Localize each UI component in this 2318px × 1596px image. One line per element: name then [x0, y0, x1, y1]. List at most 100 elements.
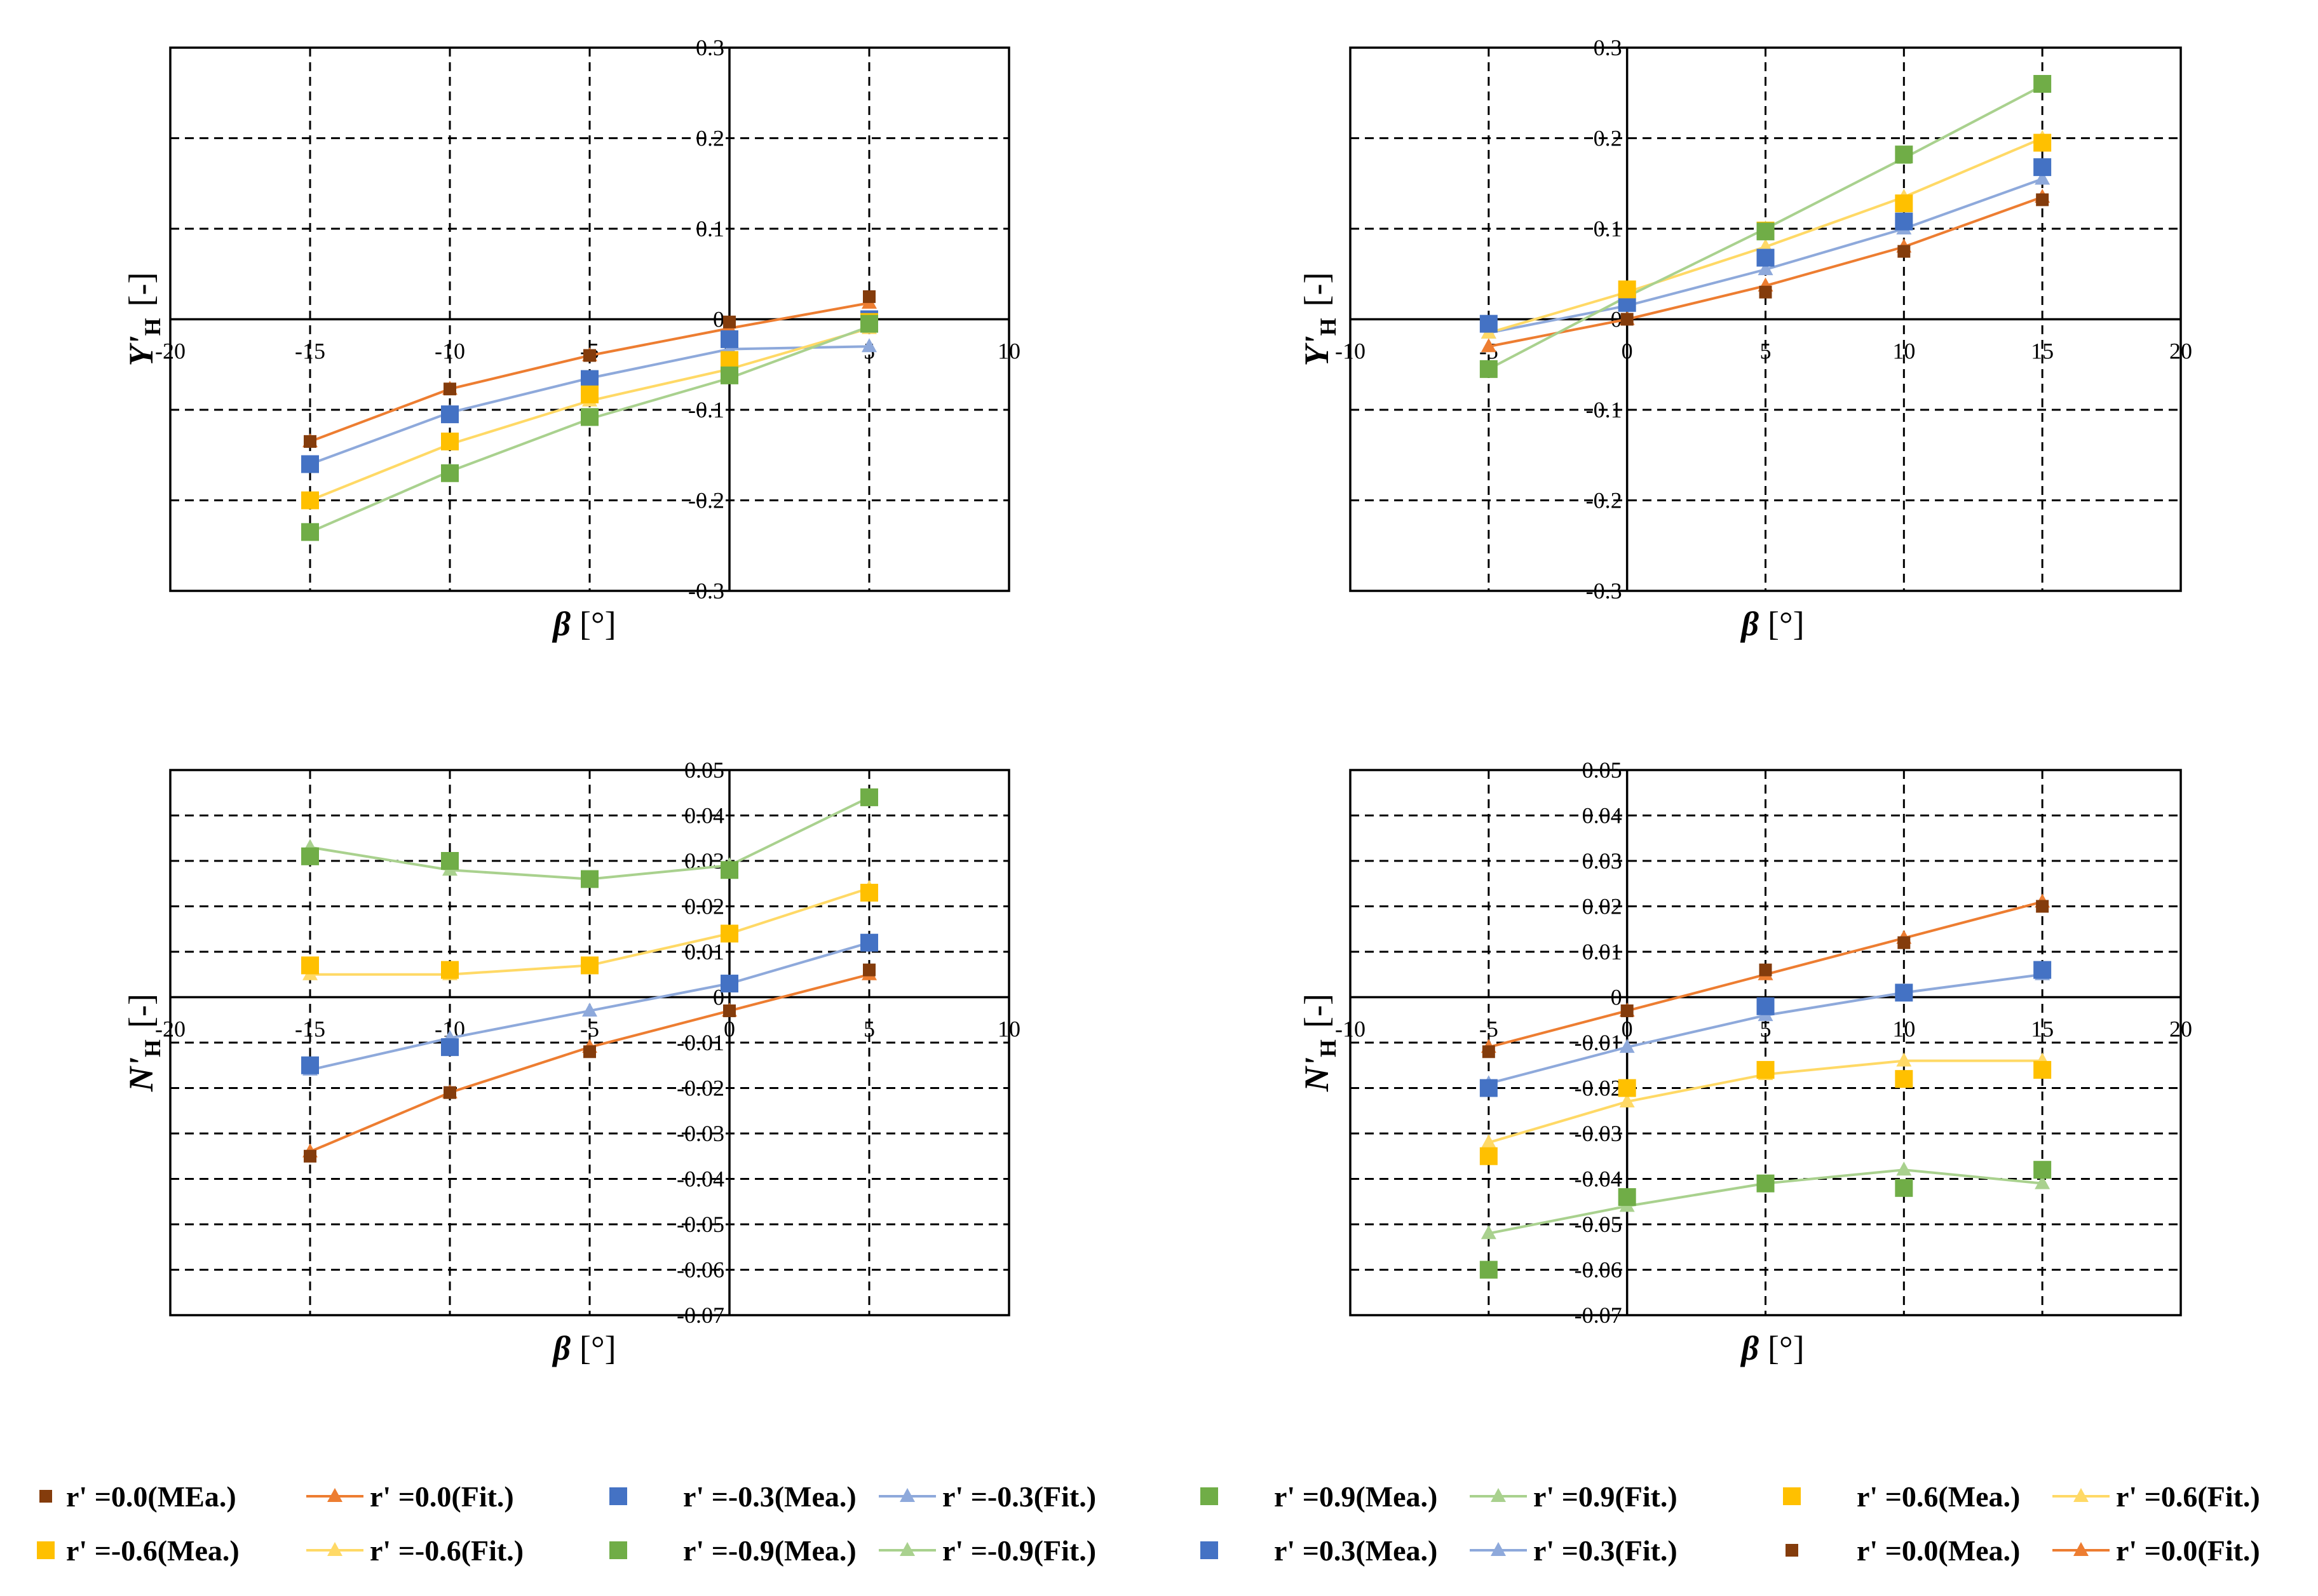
series-yh-right-0-measured-point — [2036, 193, 2049, 206]
legend-square-swatch — [1783, 1487, 1801, 1505]
legend-entry: r' =-0.6(Fit.) — [306, 1534, 524, 1567]
series-nh-right-6-measured-point — [1618, 1188, 1636, 1207]
series-nh-right-3-fit-point — [1619, 1039, 1635, 1053]
legend-entry: r' =0.3(Fit.) — [1470, 1534, 1678, 1567]
series-nh-left-0-measured-point — [304, 1149, 316, 1163]
series-nh-left-7-fit-line — [309, 796, 870, 881]
y-axis-unit: [-] — [122, 994, 160, 1028]
series-nh-left-4-measured-point — [581, 956, 599, 975]
x-axis-unit: [°] — [1768, 605, 1805, 643]
series-nh-left-4-measured-point — [721, 924, 738, 943]
x-tick-label: -10 — [1335, 1017, 1366, 1042]
y-tick-label: 0.05 — [684, 757, 724, 783]
legend-entry: r' =0.0(Mea.) — [1786, 1534, 2020, 1567]
y-tick-label: 0.2 — [1594, 126, 1622, 151]
x-axis-label: β [°] — [1740, 605, 1804, 643]
y-tick-label: -0.2 — [688, 488, 724, 513]
y-tick-label: -0.02 — [677, 1076, 724, 1101]
series-nh-right-7-fit-point — [2035, 1175, 2050, 1189]
x-tick-label: 10 — [1892, 339, 1915, 364]
legend-square-swatch — [1786, 1544, 1798, 1557]
legend-label: r' =-0.3(Mea.) — [683, 1480, 857, 1513]
y-tick-label: -0.01 — [677, 1030, 724, 1055]
series-yh-right-2-measured-point — [1756, 248, 1775, 267]
series-nh-right-5-fit-point — [1896, 1052, 1912, 1067]
series-yh-left-6-measured-point — [441, 464, 459, 482]
x-axis-unit: [°] — [1768, 1329, 1805, 1367]
x-tick-label: -20 — [155, 1017, 186, 1042]
legend-entry: r' =-0.3(Mea.) — [609, 1480, 857, 1513]
series-yh-right-4-measured-point — [2033, 133, 2052, 152]
y-tick-label: 0.04 — [1582, 803, 1622, 828]
series-yh-right-2-measured-point — [2033, 158, 2052, 177]
series-yh-left-4-measured-point — [721, 351, 738, 369]
y-tick-label: -0.07 — [677, 1302, 724, 1328]
x-axis-symbol: β — [1740, 605, 1759, 643]
legend-square-swatch — [37, 1541, 55, 1559]
legend-label: r' =0.6(Fit.) — [2116, 1480, 2260, 1513]
series-yh-left-2-measured-point — [301, 455, 319, 473]
legend-label: r' =0.3(Mea.) — [1274, 1534, 1437, 1567]
series-yh-left-0-measured-point — [444, 382, 456, 396]
x-tick-label: 5 — [1760, 339, 1772, 364]
chart-nh-right: -10 -5 0 5 10 15 20-0.07-0.06-0.05-0.04-0.03-0… — [1298, 757, 2192, 1367]
series-yh-left-6-measured-point — [301, 523, 319, 541]
legend-triangle-swatch — [900, 1488, 915, 1502]
series-nh-right-7-fit-point — [1896, 1161, 1912, 1176]
y-tick-label: -0.07 — [1575, 1302, 1622, 1328]
series-nh-right-4-measured-point — [1895, 1070, 1913, 1088]
series-nh-left-6-measured-point — [581, 870, 599, 888]
series-yh-right-0-measured-point — [1620, 313, 1634, 326]
y-axis-symbol: Y' — [1298, 335, 1336, 366]
y-axis-label: N'H [-] — [1298, 994, 1341, 1092]
legend-entry: r' =0.0(Fit.) — [306, 1480, 514, 1513]
x-tick-label: -5 — [580, 1017, 599, 1042]
chart-nh-left: -20 -15 -10 -5 0 5 10-0.07-0.06-0.05-0.04-0.03… — [122, 757, 1020, 1367]
x-tick-label: -15 — [295, 339, 325, 364]
y-tick-label: -0.2 — [1586, 488, 1622, 513]
y-tick-label: -0.05 — [677, 1212, 724, 1237]
y-axis-label: Y'H [-] — [1298, 273, 1341, 367]
series-yh-right-0-measured-point — [1897, 245, 1911, 258]
series-nh-right-4-measured-point — [1756, 1060, 1775, 1079]
series-nh-left-4-measured-point — [860, 884, 878, 902]
y-tick-label: 0.3 — [1594, 35, 1622, 60]
series-nh-right-6-measured-point — [2033, 1161, 2052, 1179]
series-nh-left-4-measured-point — [441, 961, 459, 979]
legend-label: r' =0.9(Mea.) — [1274, 1480, 1437, 1513]
legend-label: r' =-0.6(Mea.) — [66, 1534, 240, 1567]
series-yh-left-2-measured-point — [721, 330, 738, 348]
legend-label: r' =-0.6(Fit.) — [370, 1534, 524, 1567]
legend-square-swatch — [1200, 1541, 1218, 1559]
legend-triangle-swatch — [1491, 1542, 1506, 1556]
legend-square-swatch — [609, 1487, 627, 1505]
series-yh-left-4-measured-point — [301, 491, 319, 510]
series-yh-left-0-measured-point — [304, 435, 316, 448]
legend-triangle-swatch — [2073, 1542, 2089, 1556]
series-nh-left-0-measured-point — [863, 963, 876, 977]
series-yh-left-0-measured-point — [583, 349, 596, 362]
x-axis-unit: [°] — [580, 605, 616, 643]
legend: r' =0.0(MEa.) r' =0.0(Fit.) r' =-0.3(Mea.)… — [37, 1480, 2260, 1567]
y-axis-unit: [-] — [1298, 994, 1336, 1028]
legend-triangle-swatch — [1491, 1488, 1506, 1502]
legend-entry: r' =-0.9(Mea.) — [609, 1534, 857, 1567]
series-nh-left-3-fit-point — [582, 1002, 597, 1017]
series-yh-right-2-measured-point — [1895, 212, 1913, 231]
series-yh-left-3-fit-point — [862, 338, 877, 353]
y-tick-label: -0.04 — [677, 1167, 724, 1192]
y-tick-label: 0 — [713, 307, 724, 332]
y-axis-symbol: N' — [122, 1057, 160, 1092]
x-axis-label: β [°] — [552, 605, 616, 643]
y-axis-unit: [-] — [1298, 273, 1336, 307]
y-tick-label: -0.02 — [1575, 1076, 1622, 1101]
y-tick-label: 0.02 — [1582, 894, 1622, 919]
x-tick-label: -10 — [1335, 339, 1366, 364]
y-axis-label: N'H [-] — [122, 994, 165, 1092]
series-yh-right-1-fit-point — [1481, 338, 1496, 353]
series-yh-right-6-measured-point — [2033, 75, 2052, 93]
series-yh-right-3-fit-point — [1758, 261, 1773, 276]
legend-label: r' =0.0(Mea.) — [1857, 1534, 2020, 1567]
series-yh-left-2-measured-point — [441, 405, 459, 424]
series-yh-right-6-measured-point — [1756, 222, 1775, 241]
